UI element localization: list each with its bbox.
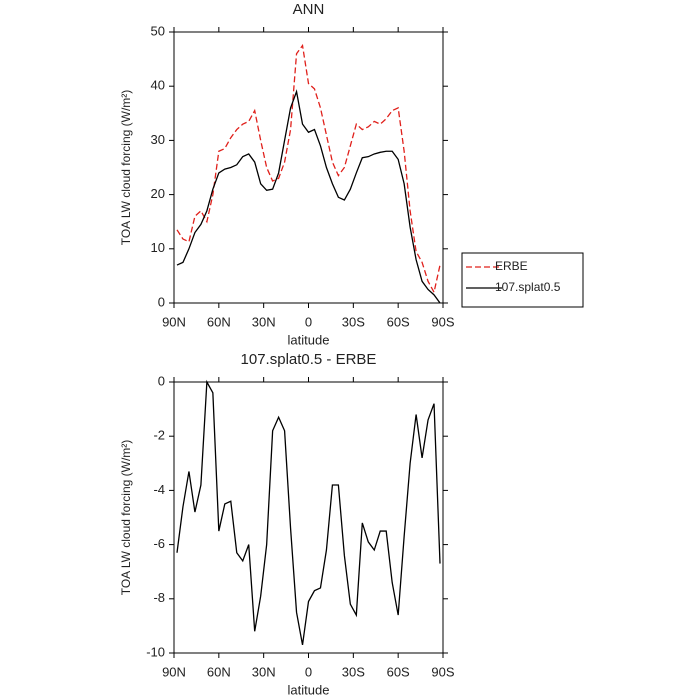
x-tick-label: 90S [431,664,454,679]
x-tick-label: 30N [252,664,276,679]
x-tick-label: 90N [162,314,186,329]
chart-title: 107.splat0.5 - ERBE [241,351,377,368]
x-axis-label: latitude [288,682,330,697]
y-tick-label: 20 [151,186,165,201]
y-tick-label: 0 [158,294,165,309]
y-tick-label: -4 [153,482,165,497]
plot-frame [173,31,444,304]
chart-title: ANN [293,1,325,18]
y-tick-label: 40 [151,78,165,93]
x-tick-label: 30N [252,314,276,329]
legend-box [461,252,584,308]
x-tick-label: 90N [162,664,186,679]
y-tick-label: 0 [158,373,165,388]
x-tick-label: 60S [387,664,410,679]
x-tick-label: 30S [342,314,365,329]
data-line [176,43,441,294]
y-tick-label: -8 [153,590,165,605]
y-tick-label: -6 [153,536,165,551]
y-tick-label: 10 [151,240,165,255]
x-tick-label: 60N [207,314,231,329]
y-tick-label: 50 [151,23,165,38]
x-tick-label: 0 [305,314,312,329]
y-tick-label: 30 [151,132,165,147]
y-tick-label: -2 [153,428,165,443]
plot-frame [173,381,444,654]
y-axis-label: TOA LW cloud forcing (W/m²) [119,440,133,596]
x-tick-label: 60N [207,664,231,679]
x-tick-label: 30S [342,664,365,679]
x-tick-label: 60S [387,314,410,329]
y-tick-label: -10 [146,644,165,659]
y-axis-label: TOA LW cloud forcing (W/m²) [119,90,133,246]
legend-label: ERBE [495,259,528,273]
x-tick-label: 90S [431,314,454,329]
x-tick-label: 0 [305,664,312,679]
legend-label: 107.splat0.5 [495,280,561,294]
x-axis-label: latitude [288,332,330,347]
data-line [176,89,441,304]
data-line [176,379,441,645]
